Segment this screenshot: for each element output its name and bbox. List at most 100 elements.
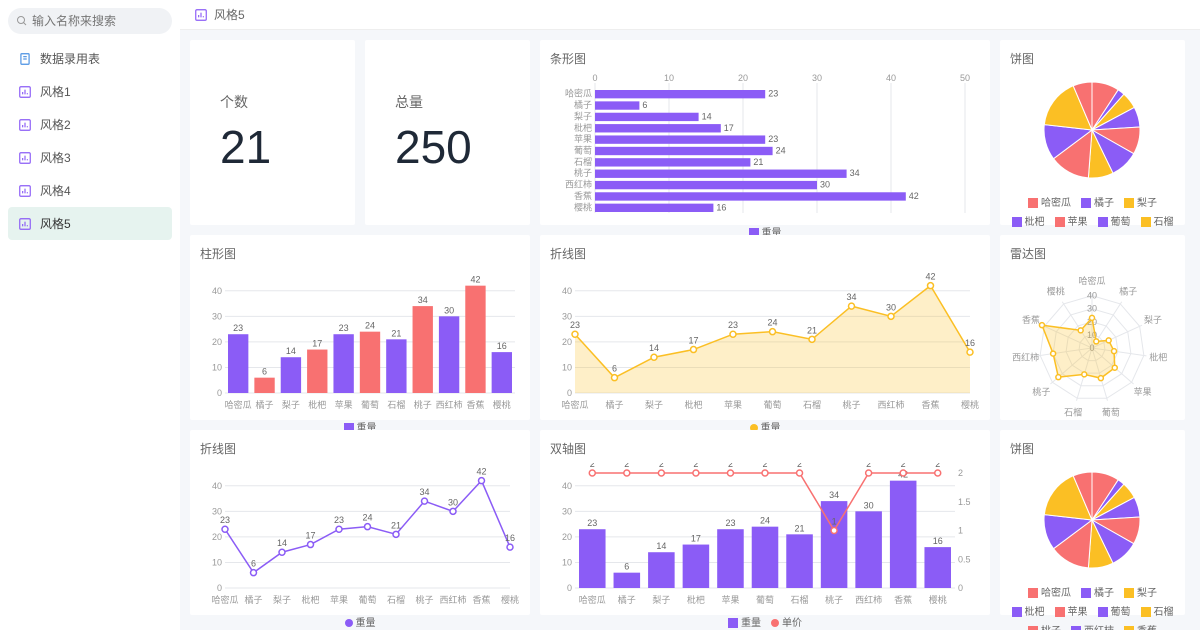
svg-text:桃子: 桃子: [574, 167, 592, 178]
nav-icon: [18, 184, 32, 198]
legend: 重量 单价: [550, 614, 980, 629]
svg-text:石榴: 石榴: [387, 594, 405, 605]
svg-text:17: 17: [691, 534, 701, 544]
pie-chart-2: 饼图 哈密瓜橘子梨子枇杷苹果葡萄石榴桃子西红柿香蕉樱桃: [1000, 430, 1185, 615]
svg-text:西红柿: 西红柿: [436, 399, 463, 410]
svg-text:梨子: 梨子: [652, 594, 670, 605]
search-box[interactable]: [8, 8, 172, 34]
svg-text:香蕉: 香蕉: [894, 594, 912, 605]
sidebar-item-1[interactable]: 风格1: [8, 75, 172, 108]
nav-label: 风格4: [40, 182, 71, 199]
svg-text:24: 24: [767, 318, 777, 328]
svg-text:橘子: 橘子: [1119, 287, 1137, 297]
svg-text:42: 42: [470, 275, 480, 285]
svg-text:30: 30: [562, 506, 572, 516]
svg-text:葡萄: 葡萄: [361, 399, 379, 410]
chart-title: 折线图: [550, 245, 980, 262]
svg-text:0: 0: [567, 388, 572, 398]
svg-text:哈密瓜: 哈密瓜: [579, 594, 606, 605]
sidebar-item-4[interactable]: 风格4: [8, 174, 172, 207]
svg-text:10: 10: [212, 557, 222, 567]
svg-text:樱桃: 樱桃: [961, 399, 979, 410]
svg-text:23: 23: [768, 134, 778, 144]
line-chart-2: 折线图 010203040哈密瓜橘子梨子枇杷苹果葡萄石榴桃子西红柿香蕉樱桃236…: [190, 430, 530, 615]
svg-text:0: 0: [217, 583, 222, 593]
svg-text:23: 23: [728, 320, 738, 330]
svg-text:2: 2: [935, 463, 940, 469]
svg-text:42: 42: [476, 467, 486, 477]
svg-text:西红柿: 西红柿: [565, 179, 592, 190]
svg-text:40: 40: [212, 481, 222, 491]
svg-text:10: 10: [664, 73, 674, 83]
svg-text:西红柿: 西红柿: [439, 594, 466, 605]
dual-axis-chart: 双轴图 01020304000.511.5223哈密瓜6橘子14梨子17枇杷23…: [540, 430, 990, 615]
svg-text:苹果: 苹果: [574, 133, 592, 144]
svg-text:23: 23: [570, 320, 580, 330]
svg-text:20: 20: [562, 532, 572, 542]
svg-text:哈密瓜: 哈密瓜: [225, 399, 252, 410]
svg-text:40: 40: [886, 73, 896, 83]
chart-title: 双轴图: [550, 440, 980, 457]
dashboard: 个数 21 总量 250 条形图 01020304050哈密瓜23橘子6梨子14…: [180, 30, 1200, 630]
sidebar-item-5[interactable]: 风格5: [8, 207, 172, 240]
svg-text:枇杷: 枇杷: [687, 594, 705, 605]
svg-text:苹果: 苹果: [335, 399, 353, 410]
svg-text:34: 34: [829, 490, 839, 500]
hbar-chart: 条形图 01020304050哈密瓜23橘子6梨子14枇杷17苹果23葡萄24石…: [540, 40, 990, 225]
svg-text:香蕉: 香蕉: [921, 399, 939, 410]
search-input[interactable]: [8, 8, 172, 34]
svg-text:23: 23: [233, 323, 243, 333]
svg-text:34: 34: [846, 292, 856, 302]
svg-text:葡萄: 葡萄: [1102, 406, 1120, 417]
svg-text:0: 0: [592, 73, 597, 83]
nav-label: 风格3: [40, 149, 71, 166]
svg-text:葡萄: 葡萄: [763, 399, 781, 410]
svg-text:桃子: 桃子: [414, 399, 432, 410]
svg-text:6: 6: [642, 100, 647, 110]
svg-text:17: 17: [688, 336, 698, 346]
svg-text:16: 16: [497, 341, 507, 351]
svg-text:14: 14: [649, 343, 659, 353]
breadcrumb-title: 风格5: [214, 6, 245, 23]
breadcrumb: 风格5: [180, 0, 1200, 30]
svg-text:橘子: 橘子: [574, 100, 592, 110]
svg-text:6: 6: [262, 367, 267, 377]
kpi-value: 21: [220, 120, 345, 174]
svg-text:2: 2: [693, 463, 698, 469]
svg-text:24: 24: [362, 513, 372, 523]
svg-text:24: 24: [760, 516, 770, 526]
svg-text:30: 30: [886, 302, 896, 312]
nav-label: 风格1: [40, 83, 71, 100]
nav-label: 风格5: [40, 215, 71, 232]
svg-text:石榴: 石榴: [387, 399, 405, 410]
svg-text:西红柿: 西红柿: [855, 594, 882, 605]
sidebar-item-0[interactable]: 数据录用表: [8, 42, 172, 75]
svg-text:24: 24: [365, 321, 375, 331]
svg-text:1: 1: [832, 517, 837, 527]
svg-text:30: 30: [864, 500, 874, 510]
legend: 重量: [200, 614, 520, 629]
svg-text:23: 23: [220, 515, 230, 525]
chart-title: 饼图: [1010, 50, 1175, 67]
svg-text:17: 17: [312, 339, 322, 349]
sidebar: 数据录用表风格1 风格2 风格3 风格4 风格5: [0, 0, 180, 630]
svg-text:橘子: 橘子: [256, 400, 274, 410]
svg-text:枇杷: 枇杷: [301, 594, 319, 605]
svg-text:16: 16: [933, 536, 943, 546]
sidebar-item-3[interactable]: 风格3: [8, 141, 172, 174]
svg-text:23: 23: [725, 518, 735, 528]
svg-text:橘子: 橘子: [244, 595, 262, 605]
svg-text:樱桃: 樱桃: [574, 201, 592, 212]
kpi-label: 个数: [220, 92, 345, 112]
svg-text:香蕉: 香蕉: [472, 594, 490, 605]
svg-text:石榴: 石榴: [791, 594, 809, 605]
svg-text:50: 50: [960, 73, 970, 83]
sidebar-item-2[interactable]: 风格2: [8, 108, 172, 141]
kpi-count: 个数 21: [190, 40, 355, 225]
svg-text:6: 6: [624, 562, 629, 572]
svg-text:20: 20: [738, 73, 748, 83]
svg-text:16: 16: [965, 338, 975, 348]
svg-text:21: 21: [795, 523, 805, 533]
svg-text:樱桃: 樱桃: [929, 594, 947, 605]
svg-text:2: 2: [866, 463, 871, 469]
